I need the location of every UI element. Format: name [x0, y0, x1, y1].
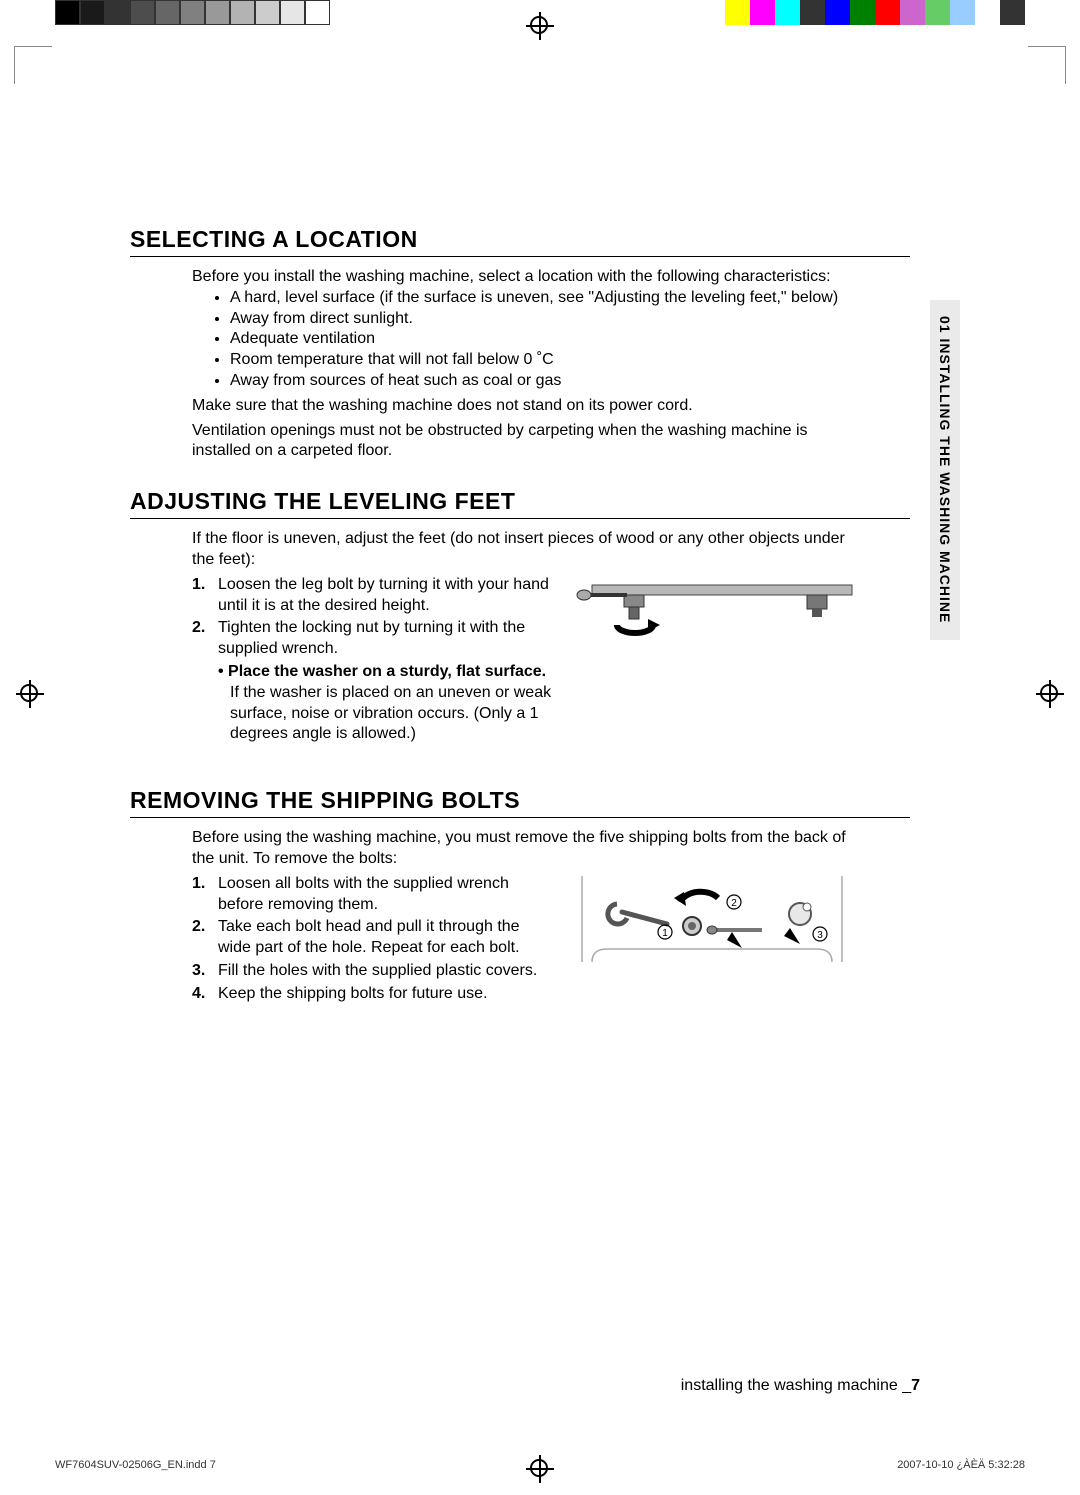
leveling-feet-figure [562, 575, 862, 655]
color-swatch [800, 0, 825, 25]
sub-bullet: Place the washer on a sturdy, flat surfa… [218, 662, 552, 745]
section-shipping-bolts: REMOVING THE SHIPPING BOLTS Before using… [130, 787, 910, 1006]
color-swatch [825, 0, 850, 25]
step-number: 2. [192, 917, 218, 959]
page-number: 7 [911, 1377, 920, 1394]
step-text: Loosen the leg bolt by turning it with y… [218, 575, 552, 617]
section2-intro: If the floor is uneven, adjust the feet … [192, 529, 850, 571]
color-swatch [925, 0, 950, 25]
chapter-side-tab: 01 INSTALLING THE WASHING MACHINE [930, 300, 960, 640]
sub-bullet-bold: Place the washer on a sturdy, flat surfa… [228, 663, 546, 680]
heading-selecting-location: SELECTING A LOCATION [130, 226, 910, 257]
step-item: 1.Loosen the leg bolt by turning it with… [192, 575, 552, 617]
grayscale-swatch [80, 0, 105, 25]
grayscale-swatch [305, 0, 330, 25]
footer-date: 2007-10-10 ¿ÀÈÄ 5:32:28 [897, 1459, 1025, 1471]
step-text: Loosen all bolts with the supplied wrenc… [218, 874, 552, 916]
step-item: 3.Fill the holes with the supplied plast… [192, 961, 552, 982]
sub-bullet-rest: If the washer is placed on an uneven or … [230, 684, 551, 743]
section1-para1: Make sure that the washing machine does … [192, 396, 870, 417]
bullet-item: Adequate ventilation [230, 329, 870, 350]
heading-leveling-feet: ADJUSTING THE LEVELING FEET [130, 488, 910, 519]
color-swatch [725, 0, 750, 25]
registration-mark-right [1036, 680, 1064, 708]
grayscale-swatch [180, 0, 205, 25]
step-text: Take each bolt head and pull it through … [218, 917, 552, 959]
grayscale-swatch [255, 0, 280, 25]
section2-steps: 1.Loosen the leg bolt by turning it with… [192, 575, 552, 745]
bullet-item: A hard, level surface (if the surface is… [230, 288, 870, 309]
color-swatch [775, 0, 800, 25]
step-item: 4.Keep the shipping bolts for future use… [192, 984, 552, 1005]
shipping-bolts-figure: 1 2 3 [562, 874, 862, 964]
svg-text:1: 1 [662, 928, 668, 939]
grayscale-swatch [230, 0, 255, 25]
section1-para2: Ventilation openings must not be obstruc… [192, 421, 870, 463]
grayscale-swatch [155, 0, 180, 25]
step-item: 1.Loosen all bolts with the supplied wre… [192, 874, 552, 916]
crop-mark-tl [14, 46, 52, 84]
section-selecting-location: SELECTING A LOCATION Before you install … [130, 226, 910, 462]
step-text: Tighten the locking nut by turning it wi… [218, 618, 552, 745]
page-content: SELECTING A LOCATION Before you install … [130, 200, 910, 1007]
bullet-item: Away from direct sunlight. [230, 309, 870, 330]
registration-mark-top [526, 12, 554, 40]
crop-mark-tr [1028, 46, 1066, 84]
grayscale-swatch [205, 0, 230, 25]
step-number: 1. [192, 874, 218, 916]
bullet-item: Away from sources of heat such as coal o… [230, 371, 870, 392]
section-leveling-feet: ADJUSTING THE LEVELING FEET If the floor… [130, 488, 910, 747]
footer-filename: WF7604SUV-02506G_EN.indd 7 [55, 1459, 216, 1471]
section1-intro: Before you install the washing machine, … [192, 267, 870, 288]
registration-mark-left [16, 680, 44, 708]
color-swatch [950, 0, 975, 25]
color-swatch [975, 0, 1000, 25]
bullet-item: Room temperature that will not fall belo… [230, 350, 870, 371]
heading-shipping-bolts: REMOVING THE SHIPPING BOLTS [130, 787, 910, 818]
grayscale-swatch [130, 0, 155, 25]
chapter-side-tab-text: 01 INSTALLING THE WASHING MACHINE [937, 316, 953, 623]
color-swatch [875, 0, 900, 25]
running-footer: installing the washing machine _7 [681, 1377, 920, 1395]
step-number: 4. [192, 984, 218, 1005]
step-number: 3. [192, 961, 218, 982]
section3-intro: Before using the washing machine, you mu… [192, 828, 850, 870]
grayscale-bar [55, 0, 330, 25]
step-number: 2. [192, 618, 218, 745]
color-swatch [1000, 0, 1025, 25]
step-number: 1. [192, 575, 218, 617]
color-swatch [850, 0, 875, 25]
step-text: Keep the shipping bolts for future use. [218, 984, 552, 1005]
color-bar [725, 0, 1025, 25]
color-swatch [900, 0, 925, 25]
step-item: 2.Take each bolt head and pull it throug… [192, 917, 552, 959]
running-footer-text: installing the washing machine _ [681, 1377, 911, 1394]
step-text: Fill the holes with the supplied plastic… [218, 961, 552, 982]
grayscale-swatch [280, 0, 305, 25]
registration-mark-bottom [526, 1455, 554, 1483]
color-swatch [750, 0, 775, 25]
svg-text:2: 2 [731, 898, 737, 909]
section3-steps: 1.Loosen all bolts with the supplied wre… [192, 874, 552, 1005]
section1-bullets: A hard, level surface (if the surface is… [230, 288, 870, 392]
step-item: 2.Tighten the locking nut by turning it … [192, 618, 552, 745]
grayscale-swatch [55, 0, 80, 25]
grayscale-swatch [105, 0, 130, 25]
svg-text:3: 3 [817, 930, 823, 941]
